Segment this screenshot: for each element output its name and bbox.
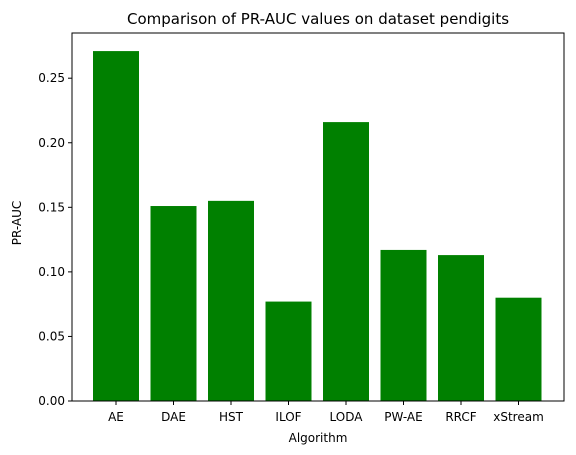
x-tick-label: HST	[219, 410, 244, 424]
y-tick-label: 0.25	[38, 71, 65, 85]
x-axis: AE DAE HST ILOF LODA PW-AE RRCF xStream	[108, 401, 544, 424]
y-axis: 0.00 0.05 0.10 0.15 0.20 0.25	[38, 71, 72, 408]
bar-rrcf	[438, 255, 484, 401]
bar-hst	[208, 200, 254, 401]
bar-xstream	[495, 297, 542, 401]
x-tick-label: ILOF	[275, 410, 301, 424]
y-tick-label: 0.10	[38, 265, 65, 279]
x-tick-label: PW-AE	[384, 410, 422, 424]
x-axis-label: Algorithm	[289, 431, 348, 445]
x-tick-label: LODA	[330, 410, 364, 424]
y-axis-label: PR-AUC	[10, 201, 24, 246]
x-tick-label: AE	[108, 410, 124, 424]
plot-frame	[71, 32, 565, 402]
x-tick-label: RRCF	[445, 410, 476, 424]
x-tick-label: xStream	[493, 410, 544, 424]
plot-area	[93, 51, 542, 402]
y-tick-label: 0.05	[38, 329, 65, 343]
bar-pw-ae	[380, 249, 427, 401]
bar-loda	[323, 122, 369, 402]
x-tick-label: DAE	[161, 410, 186, 424]
y-tick-label: 0.00	[38, 394, 65, 408]
y-tick-label: 0.15	[38, 200, 65, 214]
bar-dae	[150, 206, 197, 401]
chart-title: Comparison of PR-AUC values on dataset p…	[127, 10, 509, 28]
y-tick-label: 0.20	[38, 136, 65, 150]
bar-ilof	[265, 301, 312, 401]
bar-ae	[93, 51, 139, 401]
